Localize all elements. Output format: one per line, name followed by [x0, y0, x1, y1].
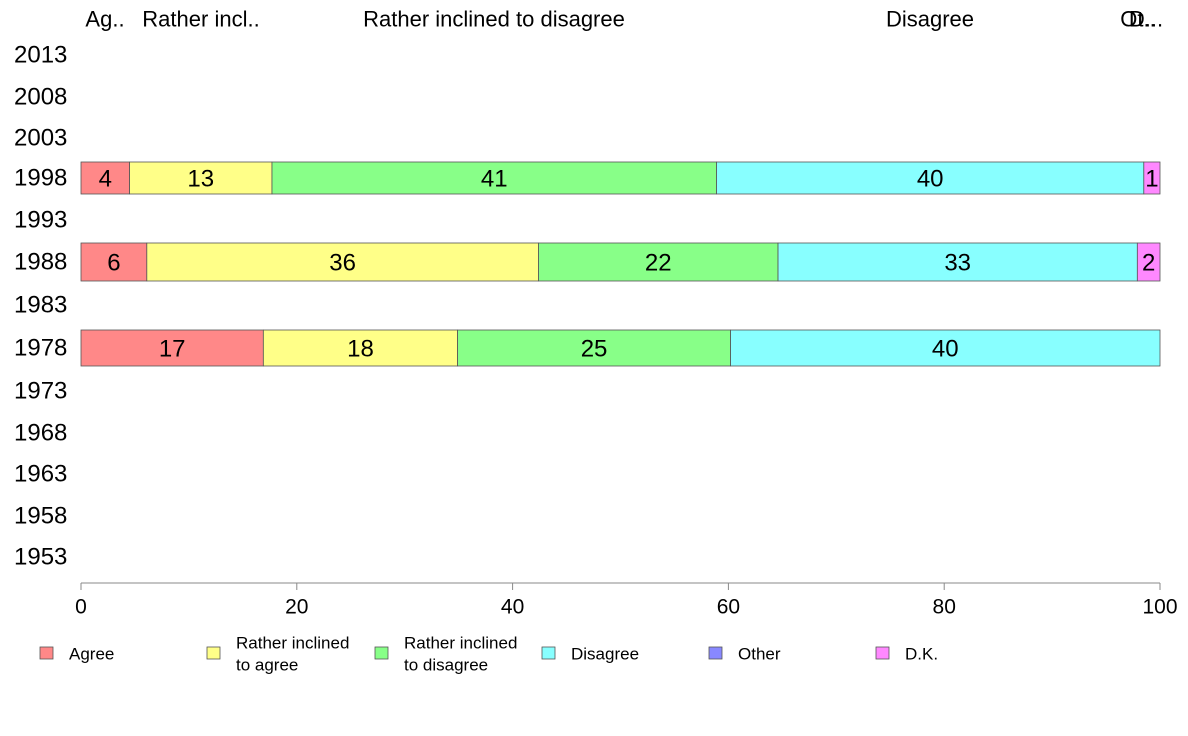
data-label: 40 [932, 336, 959, 363]
bar-segment [80, 161, 130, 195]
top-category-label: Rather inclined to disagree [363, 7, 625, 32]
data-label: 17 [159, 336, 186, 363]
legend-label: Other [738, 645, 781, 664]
top-category-label: Ot.. [1120, 7, 1155, 32]
bar-segment [730, 329, 1161, 367]
y-tick-label: 2008 [14, 84, 67, 111]
bar-segment [129, 161, 273, 195]
legend-swatch [541, 646, 556, 660]
top-category-label: Rather incl.. [142, 7, 259, 32]
legend-label: to agree [236, 656, 298, 675]
y-tick-label: 2003 [14, 125, 67, 152]
top-category-label: Disagree [886, 7, 974, 32]
y-tick-label: 1963 [14, 461, 67, 488]
legend-swatch [875, 646, 890, 660]
y-tick-label: 1973 [14, 378, 67, 405]
data-label: 1 [1145, 166, 1158, 193]
x-tick-label: 0 [75, 596, 87, 619]
data-label: 6 [107, 250, 120, 277]
x-tick-label: 60 [717, 596, 740, 619]
y-tick-label: 1953 [14, 544, 67, 571]
data-label: 4 [99, 166, 112, 193]
x-tick-label: 100 [1142, 596, 1177, 619]
bar-segment [80, 242, 148, 282]
bar-segment [1143, 161, 1161, 195]
legend-label: D.K. [905, 645, 938, 664]
y-tick-label: 1988 [14, 249, 67, 276]
bar-segment [262, 329, 458, 367]
legend-swatch [39, 646, 54, 660]
legend-label: Rather inclined [404, 634, 517, 653]
data-label: 2 [1142, 250, 1155, 277]
legend-label: Agree [69, 645, 114, 664]
legend-swatch [374, 646, 389, 660]
bar-segment [271, 161, 717, 195]
x-tick-label: 20 [285, 596, 308, 619]
y-tick-label: 1983 [14, 292, 67, 319]
data-label: 22 [645, 250, 672, 277]
data-label: 25 [581, 336, 608, 363]
legend-label: Disagree [571, 645, 639, 664]
y-tick-label: 2013 [14, 42, 67, 69]
legend-swatch [708, 646, 723, 660]
bar-segment [538, 242, 779, 282]
y-tick-label: 1978 [14, 335, 67, 362]
legend-swatch [206, 646, 221, 660]
data-label: 41 [481, 166, 508, 193]
bar-segment [457, 329, 731, 367]
x-tick-label: 80 [933, 596, 956, 619]
y-tick-label: 1968 [14, 420, 67, 447]
data-label: 13 [187, 166, 214, 193]
bar-segment [1136, 242, 1161, 282]
data-label: 33 [944, 250, 971, 277]
top-category-label: D... [1129, 7, 1163, 32]
legend-label: Rather inclined [236, 634, 349, 653]
top-category-label: Ag.. [85, 7, 124, 32]
bar-segment [716, 161, 1145, 195]
data-label: 40 [917, 166, 944, 193]
legend-label: to disagree [404, 656, 488, 675]
bar-segment [80, 329, 264, 367]
x-tick-label: 40 [501, 596, 524, 619]
y-tick-label: 1998 [14, 165, 67, 192]
bar-segment [146, 242, 539, 282]
data-label: 18 [347, 336, 374, 363]
y-tick-label: 1993 [14, 207, 67, 234]
data-label: 36 [329, 250, 356, 277]
bar-segment [777, 242, 1138, 282]
y-tick-label: 1958 [14, 503, 67, 530]
